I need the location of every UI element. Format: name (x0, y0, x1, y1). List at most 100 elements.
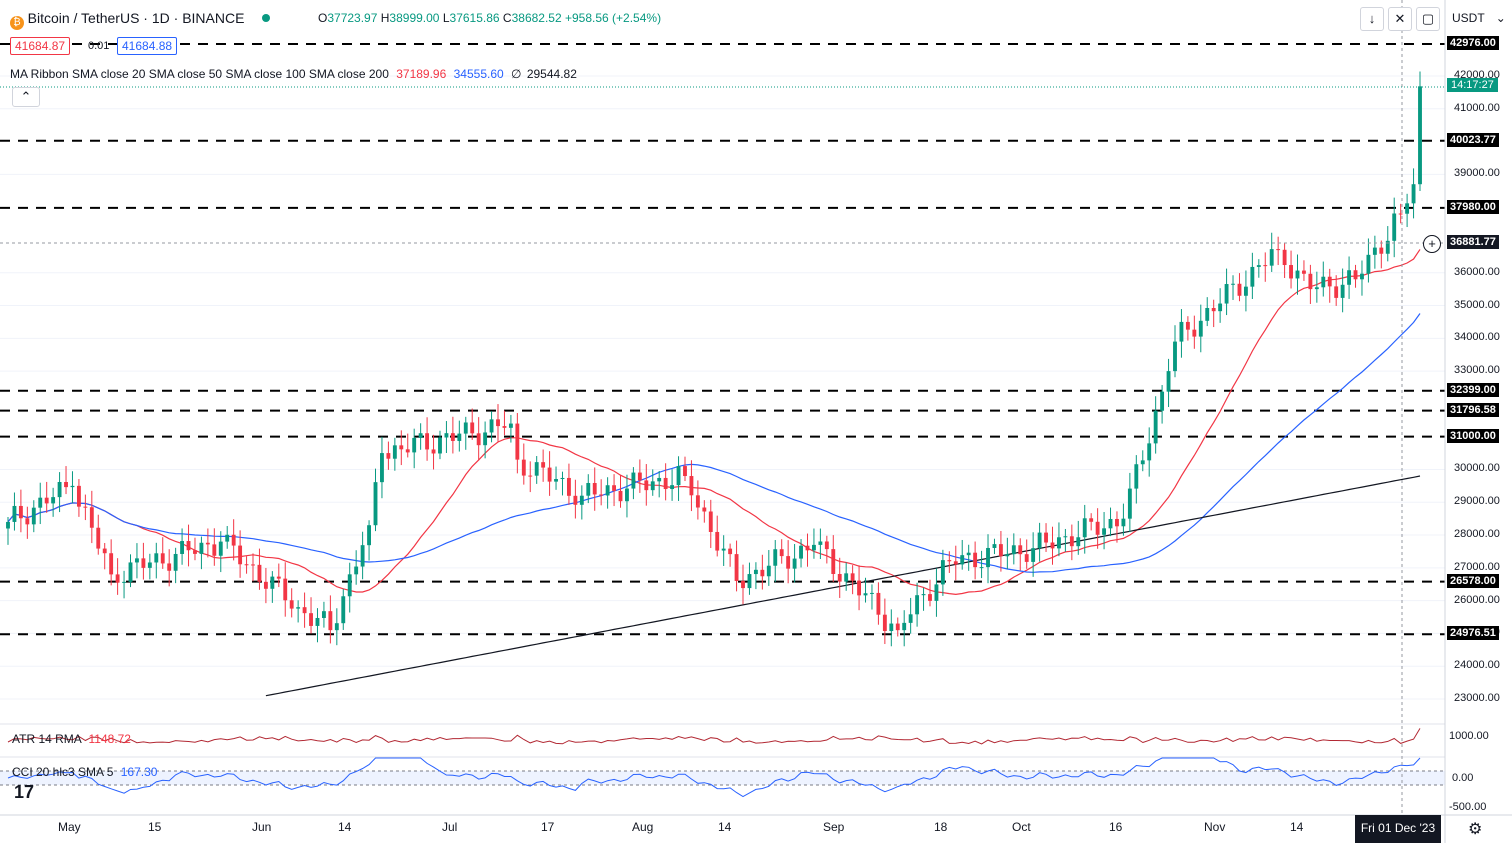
candle-body (1269, 249, 1274, 266)
atr-label: ATR 14 RMA (12, 732, 82, 746)
cci-legend[interactable]: CCI 20 hlc3 SMA 5 167.30 (12, 765, 157, 779)
candle-body (683, 466, 687, 477)
close-pane-button[interactable]: ✕ (1388, 7, 1412, 31)
low-label: L (442, 11, 450, 25)
candle-body (1327, 276, 1332, 287)
price-tick-label: 34000.00 (1454, 331, 1500, 344)
time-tick-label: 14 (338, 820, 352, 834)
gear-icon[interactable]: ⚙ (1468, 821, 1483, 838)
candle-body (605, 485, 610, 496)
candle-body (399, 445, 404, 450)
candle-body (205, 542, 210, 545)
collapse-legend-button[interactable]: ⌃ (12, 87, 40, 107)
candle-body (354, 566, 359, 575)
candle-body (186, 541, 191, 551)
candle-body (489, 419, 494, 433)
candle-body (1173, 341, 1177, 372)
candle-body (328, 611, 333, 631)
candle-body (644, 480, 649, 491)
candle-body (1282, 249, 1287, 266)
candle-body (612, 485, 616, 491)
candle-body (966, 552, 971, 556)
candle-body (425, 433, 430, 450)
candle-body (51, 497, 56, 504)
candle-body (592, 482, 597, 495)
candle-body (380, 453, 384, 483)
candle-body (167, 563, 172, 571)
candle-body (1243, 286, 1248, 296)
candle-body (89, 507, 94, 528)
price-tick-label: 23000.00 (1454, 692, 1500, 704)
candle-body (1411, 184, 1416, 204)
sell-price-box[interactable]: 41684.87 (10, 37, 71, 55)
candle-body (1295, 270, 1300, 279)
candle-body (1418, 86, 1422, 185)
price-tick-label: 27000.00 (1454, 560, 1500, 573)
candle-body (895, 623, 900, 631)
close-value: 38682.52 (511, 11, 562, 25)
candle-body (1276, 249, 1281, 251)
candle-body (934, 584, 939, 601)
candle-body (199, 542, 204, 554)
candle-body (238, 545, 243, 565)
candle-body (747, 574, 752, 589)
candle-body (998, 544, 1003, 557)
maximize-button[interactable]: ▢ (1416, 7, 1440, 31)
candle-body (109, 553, 114, 575)
time-tick-label: 16 (1109, 820, 1123, 834)
candle-body (663, 477, 668, 490)
candle-body (283, 578, 288, 601)
candle-body (560, 477, 565, 480)
candle-body (1224, 284, 1229, 304)
candle-body (631, 472, 636, 489)
time-tick-label: May (58, 820, 81, 834)
candle-body (450, 433, 455, 441)
candle-body (689, 476, 694, 496)
time-tick-label: Jun (252, 820, 272, 834)
candle-body (180, 541, 185, 554)
candle-body (135, 558, 139, 563)
candle-body (1198, 320, 1203, 337)
candle-body (753, 569, 758, 575)
ma-ribbon-legend[interactable]: MA Ribbon SMA close 20 SMA close 50 SMA … (10, 67, 577, 81)
candle-body (218, 541, 223, 556)
candle-body (812, 544, 816, 551)
candle-body (463, 422, 468, 434)
candle-body (193, 550, 197, 554)
candle-body (992, 544, 997, 548)
candle-body (1166, 371, 1171, 392)
candle-body (528, 475, 533, 477)
candle-body (1185, 321, 1190, 330)
buy-price-box[interactable]: 41684.88 (117, 37, 178, 55)
time-tick-label: 17 (541, 820, 555, 834)
candle-body (831, 549, 836, 574)
candle-body (1095, 521, 1100, 535)
symbol-header[interactable]: ₿ Bitcoin / TetherUS · 1D · BINANCE (10, 10, 271, 30)
spread-value: 0.01 (88, 40, 110, 52)
currency-select[interactable]: USDT ⌄ (1452, 11, 1506, 25)
candle-body (392, 445, 397, 459)
atr-legend[interactable]: ATR 14 RMA 1148.72 (12, 732, 131, 746)
chevron-down-icon: ⌄ (1495, 11, 1506, 25)
candle-body (251, 564, 255, 566)
candle-body (857, 580, 862, 596)
arrow-down-button[interactable]: ↓ (1360, 7, 1384, 31)
low-value: 37615.86 (449, 11, 500, 25)
candle-body (715, 531, 720, 551)
candle-body (541, 462, 546, 468)
candle-body (25, 518, 30, 525)
candle-body (373, 482, 378, 526)
candle-body (418, 433, 423, 438)
candle-body (1031, 548, 1036, 562)
price-tick-label: 28000.00 (1454, 528, 1500, 541)
candle-body (1256, 265, 1261, 267)
candle-body (296, 607, 301, 609)
candle-body (953, 561, 958, 565)
candle-body (1024, 554, 1029, 562)
candle-body (625, 488, 629, 502)
add-alert-plus-icon[interactable]: + (1423, 235, 1441, 253)
candle-body (1360, 273, 1364, 280)
level-price-label: 42976.00 (1447, 35, 1499, 50)
candle-body (979, 567, 984, 569)
